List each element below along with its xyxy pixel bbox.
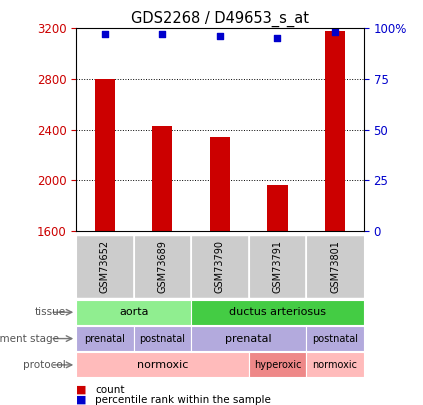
Text: ■: ■ — [76, 395, 87, 405]
Text: normoxic: normoxic — [313, 360, 357, 370]
Bar — [95, 79, 115, 231]
Bar — [191, 300, 364, 325]
Text: tissue: tissue — [34, 307, 66, 317]
Point — [217, 33, 223, 40]
Point — [102, 31, 108, 38]
Bar — [134, 326, 191, 351]
Point — [332, 29, 338, 36]
Bar — [249, 352, 306, 377]
Bar — [152, 126, 173, 231]
Bar — [306, 235, 364, 298]
Text: aorta: aorta — [119, 307, 148, 317]
Text: ■: ■ — [76, 385, 87, 394]
Point — [159, 31, 166, 38]
Bar — [210, 137, 230, 231]
Bar — [306, 352, 364, 377]
Text: percentile rank within the sample: percentile rank within the sample — [95, 395, 271, 405]
Text: normoxic: normoxic — [137, 360, 188, 370]
Text: count: count — [95, 385, 125, 394]
Bar — [306, 326, 364, 351]
Text: prenatal: prenatal — [85, 334, 125, 343]
Bar — [76, 352, 249, 377]
Bar — [191, 326, 306, 351]
Bar — [191, 235, 249, 298]
Bar — [325, 31, 345, 231]
Text: prenatal: prenatal — [225, 334, 272, 343]
Text: postnatal: postnatal — [312, 334, 358, 343]
Point — [274, 35, 281, 42]
Text: GSM73652: GSM73652 — [100, 240, 110, 293]
Bar — [134, 235, 191, 298]
Text: ductus arteriosus: ductus arteriosus — [229, 307, 326, 317]
Text: GSM73801: GSM73801 — [330, 240, 340, 293]
Bar — [267, 185, 288, 231]
Text: hyperoxic: hyperoxic — [254, 360, 301, 370]
Text: development stage: development stage — [0, 334, 59, 343]
Bar — [76, 300, 191, 325]
Text: GSM73689: GSM73689 — [157, 240, 168, 293]
Text: protocol: protocol — [23, 360, 66, 370]
Text: GSM73791: GSM73791 — [272, 240, 283, 293]
Bar — [76, 235, 134, 298]
Text: GSM73790: GSM73790 — [215, 240, 225, 293]
Title: GDS2268 / D49653_s_at: GDS2268 / D49653_s_at — [131, 11, 309, 27]
Bar — [249, 235, 306, 298]
Bar — [76, 326, 134, 351]
Text: postnatal: postnatal — [140, 334, 185, 343]
